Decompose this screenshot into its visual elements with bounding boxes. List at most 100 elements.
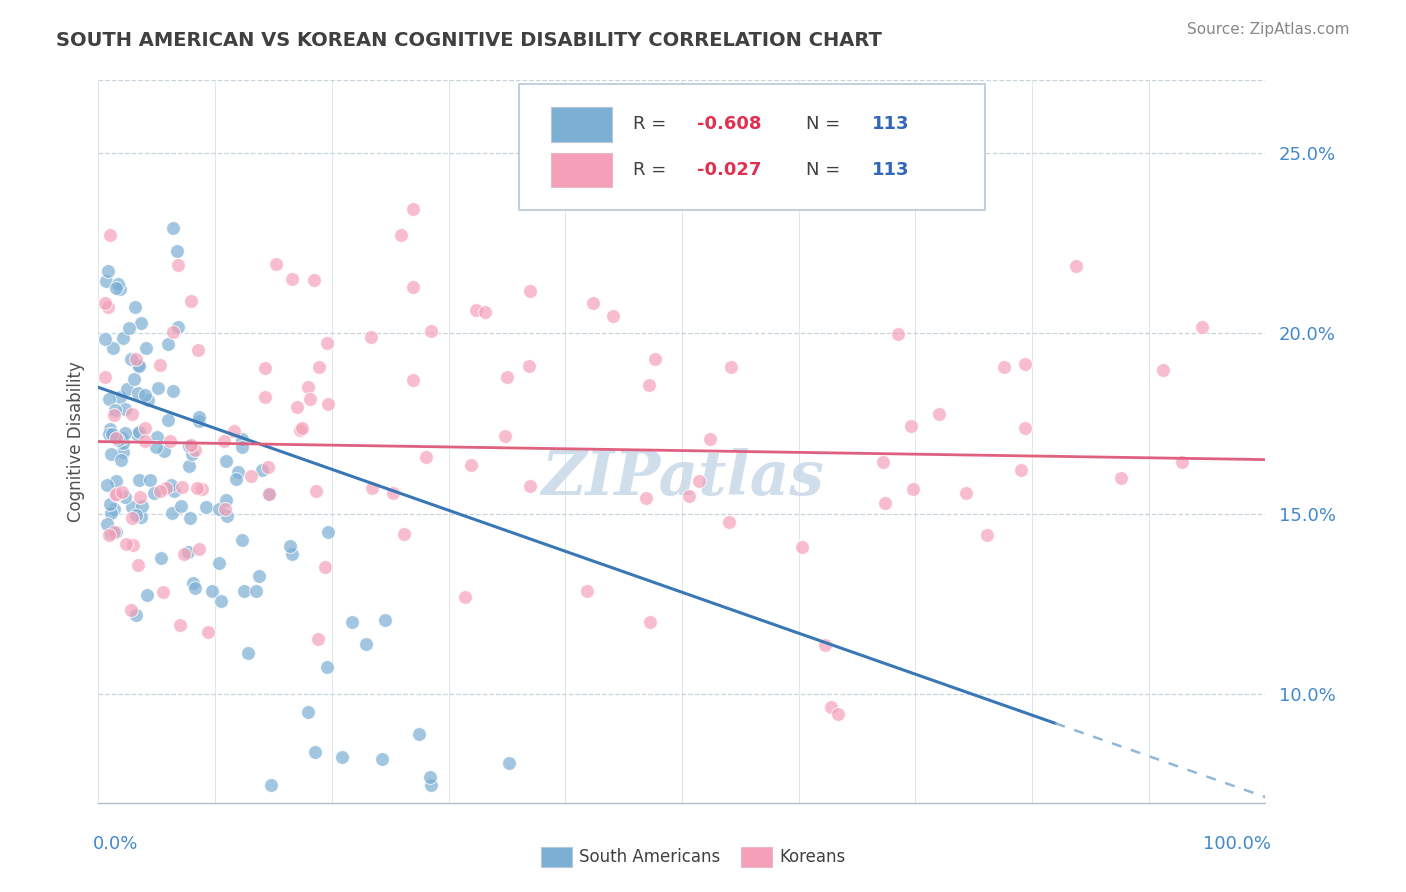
Point (247, 569, 270, 583)
Text: N =: N = (806, 161, 845, 179)
Point (115, 382, 138, 396)
Point (145, 440, 167, 454)
Point (304, 273, 326, 287)
Point (224, 424, 246, 438)
Point (103, 408, 125, 422)
Point (100, 506, 122, 520)
Point (187, 410, 209, 425)
Point (94, 296, 117, 310)
Point (928, 407, 950, 421)
Point (134, 434, 156, 449)
Point (678, 489, 700, 503)
Point (820, 700, 842, 714)
Point (155, 481, 177, 495)
Point (122, 538, 145, 552)
Point (496, 370, 519, 384)
Point (519, 284, 541, 298)
Text: 113: 113 (872, 161, 910, 179)
Point (96, 517, 118, 532)
Point (184, 581, 207, 595)
Point (124, 300, 146, 314)
Point (257, 487, 280, 501)
Text: Koreans: Koreans (779, 848, 845, 866)
Point (128, 425, 150, 439)
Point (288, 423, 311, 437)
Point (104, 487, 127, 501)
Point (240, 469, 263, 483)
Point (100, 446, 122, 460)
Point (1014, 420, 1036, 434)
Point (104, 402, 127, 417)
Point (97, 301, 120, 315)
Point (131, 499, 153, 513)
Point (180, 447, 202, 461)
Point (638, 377, 661, 392)
Point (148, 381, 170, 395)
Point (264, 257, 287, 271)
Point (993, 360, 1015, 375)
Point (498, 756, 520, 770)
Point (285, 400, 308, 414)
Point (96, 264, 118, 278)
Point (232, 584, 254, 599)
Point (152, 584, 174, 599)
Point (474, 304, 496, 318)
Point (217, 508, 239, 523)
Point (159, 477, 181, 491)
Point (519, 479, 541, 493)
Point (148, 359, 170, 373)
Point (122, 372, 145, 386)
Point (281, 272, 304, 286)
Text: N =: N = (806, 115, 845, 133)
Point (177, 545, 200, 559)
Point (231, 433, 253, 447)
Point (297, 705, 319, 719)
Point (226, 465, 249, 479)
Point (117, 321, 139, 335)
Point (316, 397, 339, 411)
Point (97, 392, 120, 406)
Point (318, 525, 340, 540)
Point (159, 434, 181, 448)
Point (121, 407, 143, 421)
Point (576, 583, 599, 598)
Point (125, 508, 148, 523)
Point (96, 275, 118, 289)
Point (134, 388, 156, 402)
Point (253, 390, 276, 404)
Point (98, 422, 121, 436)
Point (354, 637, 377, 651)
Point (127, 558, 149, 572)
Point (215, 454, 238, 468)
Point (208, 501, 231, 516)
Point (129, 510, 152, 524)
Point (114, 402, 136, 417)
Point (134, 420, 156, 434)
Point (699, 432, 721, 446)
Point (315, 660, 337, 674)
Point (402, 373, 425, 387)
Point (1010, 463, 1032, 477)
Point (101, 342, 124, 356)
Point (361, 481, 384, 495)
Text: R =: R = (633, 115, 672, 133)
Y-axis label: Cognitive Disability: Cognitive Disability (66, 361, 84, 522)
Point (903, 482, 925, 496)
Point (1171, 455, 1194, 469)
Point (94, 332, 117, 346)
Point (419, 770, 441, 784)
Point (408, 727, 430, 741)
Point (402, 202, 425, 217)
Point (420, 778, 443, 792)
Point (180, 438, 202, 452)
Point (225, 472, 247, 486)
Point (128, 473, 150, 487)
Point (163, 483, 186, 498)
Point (374, 613, 396, 627)
Point (214, 502, 236, 516)
Point (402, 280, 425, 294)
Point (172, 480, 194, 494)
Point (212, 434, 235, 449)
Point (231, 440, 253, 454)
Point (127, 386, 149, 401)
